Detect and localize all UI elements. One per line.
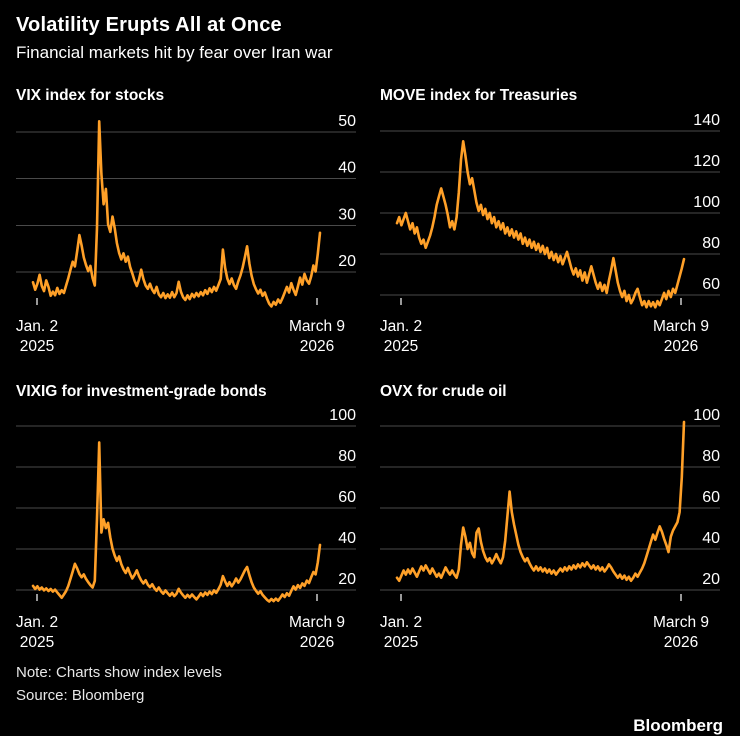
x-axis-end-line2: 2026: [663, 634, 699, 651]
y-axis-tick-label: 100: [693, 194, 720, 211]
vixig-chart: 100 80 60 40 20: [16, 407, 356, 603]
x-axis-end-label: March 9 2026: [277, 317, 357, 357]
x-axis-end-label: March 9 2026: [641, 613, 721, 653]
panel-move: MOVE index for Treasuries 140 120 100 80 60 …: [380, 86, 720, 357]
y-axis-tick-label: 50: [338, 113, 356, 130]
x-axis-end-line2: 2026: [299, 338, 335, 355]
panel-title-ovx: OVX for crude oil: [380, 383, 507, 400]
y-axis-tick-label: 30: [338, 206, 356, 223]
panel-title-vix: VIX index for stocks: [16, 87, 165, 104]
move-chart: 140 120 100 80 60: [380, 112, 720, 309]
x-axis-start-line1: Jan. 2: [379, 318, 423, 335]
x-axis-start-label: Jan. 2 2025: [371, 317, 431, 357]
panel-title-move: MOVE index for Treasuries: [380, 87, 578, 104]
vix-line: [31, 120, 322, 308]
panel-vix: VIX index for stocks 50 40 30 20 Jan. 2 202…: [16, 86, 356, 357]
x-axis-end-line2: 2026: [299, 634, 335, 651]
y-axis-tick-label: 20: [338, 253, 356, 270]
main-title: Volatility Erupts All at Once: [16, 14, 282, 36]
x-axis-vixig: Jan. 2 2025 March 9 2026: [16, 613, 356, 653]
x-axis-start-line2: 2025: [19, 338, 55, 355]
x-axis-end-label: March 9 2026: [277, 613, 357, 653]
x-axis-start-line1: Jan. 2: [15, 318, 59, 335]
ovx-line: [395, 420, 686, 583]
y-axis-tick-label: 40: [338, 530, 356, 547]
bloomberg-logo: Bloomberg: [633, 716, 723, 735]
panel-vixig: VIXIG for investment-grade bonds 100 80 60…: [16, 382, 356, 653]
x-axis-end-line1: March 9: [653, 614, 709, 631]
y-axis-tick-label: 60: [702, 276, 720, 293]
x-axis-ovx: Jan. 2 2025 March 9 2026: [380, 613, 720, 653]
y-axis-tick-label: 80: [702, 448, 720, 465]
x-axis-start-line1: Jan. 2: [15, 614, 59, 631]
chart-note: Note: Charts show index levels: [16, 664, 222, 681]
x-axis-start-label: Jan. 2 2025: [371, 613, 431, 653]
x-axis-end-label: March 9 2026: [641, 317, 721, 357]
y-axis-tick-label: 60: [702, 489, 720, 506]
y-axis-tick-label: 100: [329, 407, 356, 424]
y-axis-tick-label: 60: [338, 489, 356, 506]
x-axis-start-label: Jan. 2 2025: [7, 613, 67, 653]
y-axis-tick-label: 20: [338, 571, 356, 588]
x-axis-start-line2: 2025: [383, 338, 419, 355]
y-axis-tick-label: 140: [693, 112, 720, 129]
move-line: [395, 139, 686, 309]
y-axis-tick-label: 20: [702, 571, 720, 588]
x-axis-end-line1: March 9: [653, 318, 709, 335]
x-axis-start-line1: Jan. 2: [379, 614, 423, 631]
panel-title-vixig: VIXIG for investment-grade bonds: [16, 383, 267, 400]
x-axis-end-line1: March 9: [289, 614, 345, 631]
y-axis-tick-label: 40: [338, 160, 356, 177]
panel-ovx: OVX for crude oil 100 80 60 40 20 Jan. 2 202…: [380, 382, 720, 653]
chart-source: Source: Bloomberg: [16, 687, 145, 704]
x-axis-end-line2: 2026: [663, 338, 699, 355]
vixig-line: [31, 441, 322, 603]
y-axis-tick-label: 100: [693, 407, 720, 424]
chart-subtitle: Financial markets hit by fear over Iran …: [16, 43, 333, 62]
vix-chart: 50 40 30 20: [16, 113, 356, 308]
x-axis-vix: Jan. 2 2025 March 9 2026: [16, 317, 356, 357]
x-axis-move: Jan. 2 2025 March 9 2026: [380, 317, 720, 357]
y-axis-tick-label: 40: [702, 530, 720, 547]
x-axis-start-label: Jan. 2 2025: [7, 317, 67, 357]
x-axis-start-line2: 2025: [383, 634, 419, 651]
x-axis-end-line1: March 9: [289, 318, 345, 335]
y-axis-tick-label: 80: [338, 448, 356, 465]
y-axis-tick-label: 120: [693, 153, 720, 170]
x-axis-start-line2: 2025: [19, 634, 55, 651]
ovx-chart: 100 80 60 40 20: [380, 407, 720, 601]
panel-grid: VIX index for stocks 50 40 30 20 Jan. 2 202…: [16, 86, 723, 653]
y-axis-tick-label: 80: [702, 235, 720, 252]
